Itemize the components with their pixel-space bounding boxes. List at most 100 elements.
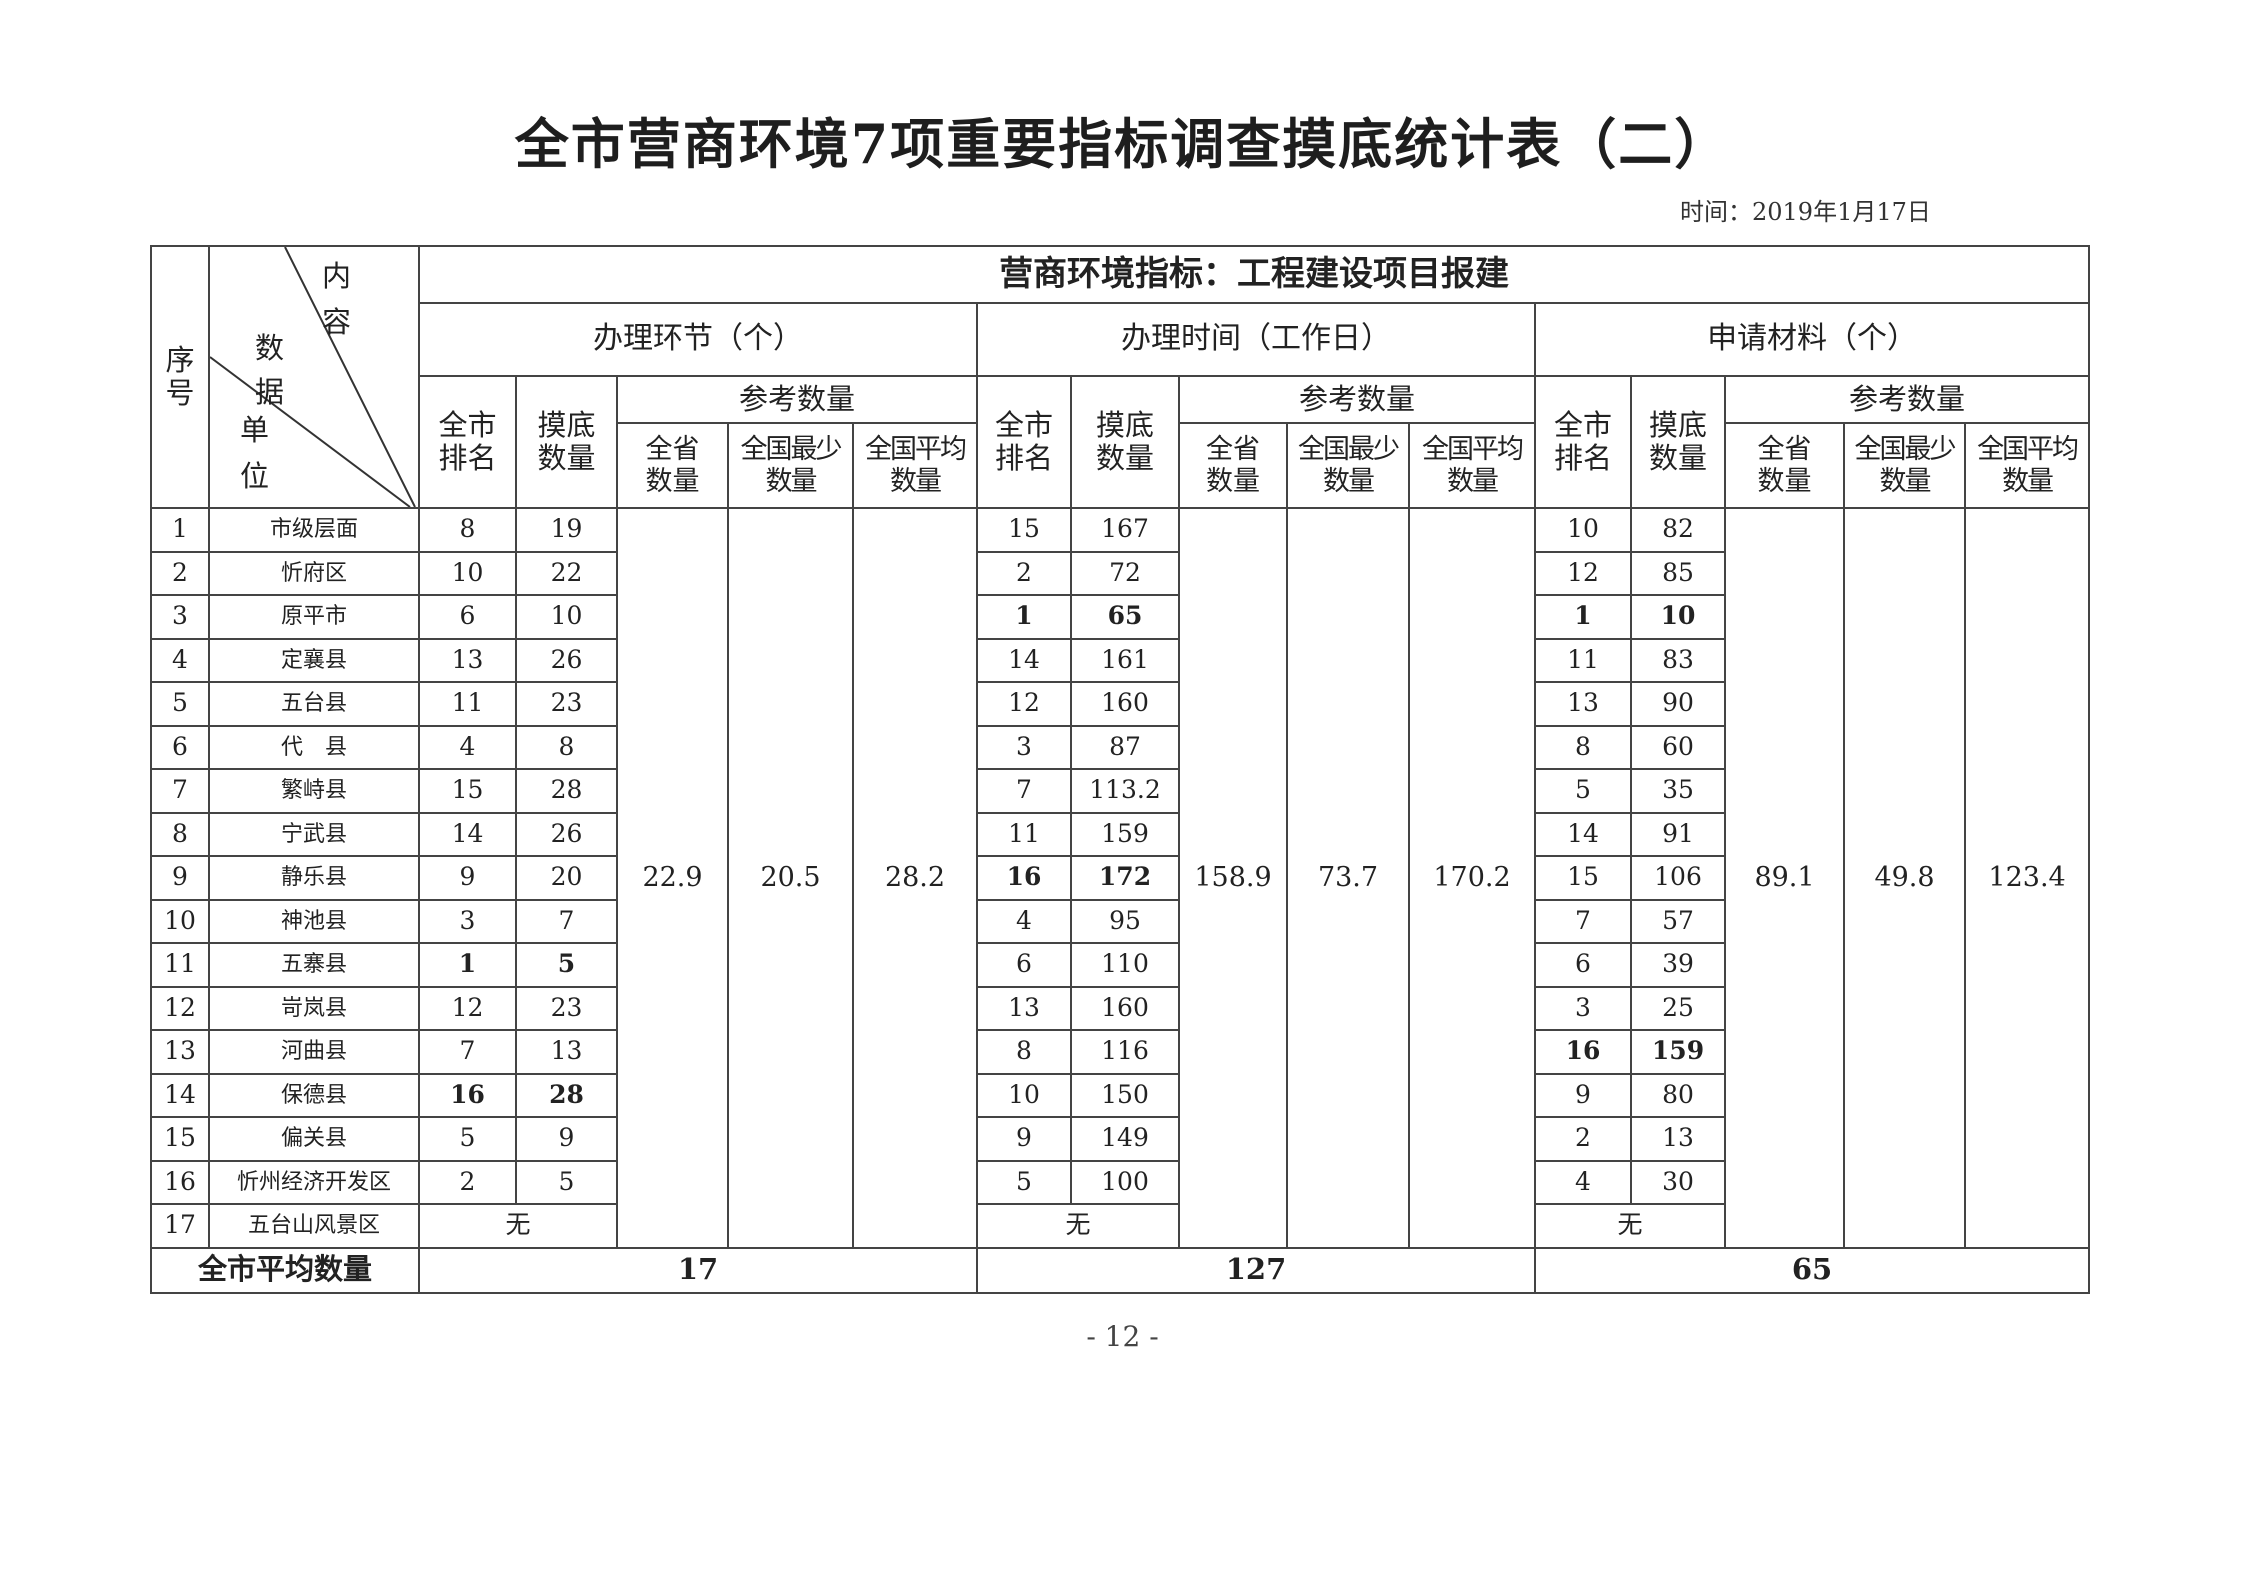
unit-cell: 忻府区 xyxy=(208,550,420,596)
nation_avg-header: 全国平均数量 xyxy=(1408,422,1536,509)
survey-cell: 83 xyxy=(1630,637,1726,683)
seq-cell: 9 xyxy=(150,855,210,901)
nation_avg-header: 全国平均数量 xyxy=(852,422,978,509)
seq-cell: 3 xyxy=(150,594,210,640)
province-header-label: 全省数量 xyxy=(645,434,700,497)
rank-cell: 8 xyxy=(976,1029,1072,1075)
reference-nation_min-cell: 20.5 xyxy=(727,507,854,1249)
table-row: 11 五寨县 1 5 6 110 6 39 xyxy=(150,942,2089,988)
unit-cell: 宁武县 xyxy=(208,811,420,857)
rank-cell: 16 xyxy=(1534,1029,1632,1075)
rank-cell: 13 xyxy=(1534,681,1632,727)
seq-cell: 13 xyxy=(150,1029,210,1075)
nation_min-header: 全国最少数量 xyxy=(1286,422,1410,509)
seq-cell: 2 xyxy=(150,550,210,596)
survey-header-label: 摸底数量 xyxy=(1648,407,1707,475)
indicator-header: 营商环境指标：工程建设项目报建 xyxy=(417,245,2091,304)
rank-cell: 7 xyxy=(976,768,1072,814)
rank-header-label: 全市排名 xyxy=(1553,407,1612,475)
unit-cell: 原平市 xyxy=(208,594,420,640)
unit-cell: 河曲县 xyxy=(208,1029,420,1075)
rank-cell: 2 xyxy=(976,550,1072,596)
survey-header-label: 摸底数量 xyxy=(1095,407,1154,475)
nation_min-header-label: 全国最少数量 xyxy=(1854,434,1957,497)
survey-cell: 23 xyxy=(515,985,618,1031)
rank-cell: 4 xyxy=(1534,1159,1632,1205)
survey-cell: 35 xyxy=(1630,768,1726,814)
rank-cell: 3 xyxy=(418,898,517,944)
nation_min-header: 全国最少数量 xyxy=(1843,422,1966,509)
province-header-label: 全省数量 xyxy=(1757,434,1812,497)
survey-header: 摸底数量 xyxy=(1070,375,1180,509)
rank-cell: 15 xyxy=(418,768,517,814)
rank-cell: 12 xyxy=(976,681,1072,727)
survey-header: 摸底数量 xyxy=(515,375,618,509)
rank-cell: 2 xyxy=(418,1159,517,1205)
nation_avg-header-label: 全国平均数量 xyxy=(865,434,967,497)
survey-cell: 8 xyxy=(515,724,618,770)
rank-cell: 8 xyxy=(1534,724,1632,770)
survey-cell: 80 xyxy=(1630,1072,1726,1118)
diagonal-lines xyxy=(210,247,416,507)
table-row: 8 宁武县 14 26 11 159 14 91 xyxy=(150,811,2089,857)
unit-cell: 代 县 xyxy=(208,724,420,770)
survey-header: 摸底数量 xyxy=(1630,375,1726,509)
date-label: 时间：2019年1月17日 xyxy=(1680,198,1931,226)
table-row: 16 忻州经济开发区 2 5 5 100 4 30 xyxy=(150,1159,2089,1205)
unit-cell: 偏关县 xyxy=(208,1116,420,1162)
province-header-label: 全省数量 xyxy=(1205,434,1260,497)
survey-cell: 28 xyxy=(515,1072,618,1118)
survey-cell: 5 xyxy=(515,1159,618,1205)
survey-header-label: 摸底数量 xyxy=(537,407,596,475)
unit-cell: 保德县 xyxy=(208,1072,420,1118)
seq-cell: 10 xyxy=(150,898,210,944)
seq-cell: 7 xyxy=(150,768,210,814)
rank-cell: 11 xyxy=(418,681,517,727)
survey-cell: 23 xyxy=(515,681,618,727)
rank-cell: 10 xyxy=(976,1072,1072,1118)
survey-cell: 72 xyxy=(1070,550,1180,596)
seq-cell: 15 xyxy=(150,1116,210,1162)
survey-cell: 116 xyxy=(1070,1029,1180,1075)
table-row: 9 静乐县 9 20 16 172 15 106 xyxy=(150,855,2089,901)
survey-cell: 91 xyxy=(1630,811,1726,857)
rank-cell: 13 xyxy=(418,637,517,683)
rank-cell: 16 xyxy=(418,1072,517,1118)
reference-header: 参考数量 xyxy=(1178,375,1536,424)
rank-cell: 3 xyxy=(1534,985,1632,1031)
rank-cell: 6 xyxy=(1534,942,1632,988)
table-row: 7 繁峙县 15 28 7 113.2 5 35 xyxy=(150,768,2089,814)
table-row: 17 五台山风景区无无无 xyxy=(150,1203,2089,1249)
table-row: 14 保德县 16 28 10 150 9 80 xyxy=(150,1072,2089,1118)
unit-cell: 五台山风景区 xyxy=(208,1203,420,1249)
unit-cell: 市级层面 xyxy=(208,507,420,553)
survey-cell: 110 xyxy=(1070,942,1180,988)
corner-unit: 单位 xyxy=(240,413,270,494)
survey-cell: 22 xyxy=(515,550,618,596)
survey-cell: 172 xyxy=(1070,855,1180,901)
survey-cell: 159 xyxy=(1070,811,1180,857)
rank-cell: 11 xyxy=(976,811,1072,857)
average-value: 65 xyxy=(1533,1246,2091,1294)
survey-cell: 20 xyxy=(515,855,618,901)
survey-cell: 149 xyxy=(1070,1116,1180,1162)
survey-cell: 25 xyxy=(1630,985,1726,1031)
rank-cell: 1 xyxy=(1534,594,1632,640)
rank-header: 全市排名 xyxy=(976,375,1072,509)
rank-cell: 14 xyxy=(418,811,517,857)
nation_min-header-label: 全国最少数量 xyxy=(740,434,843,497)
nation_avg-header-label: 全国平均数量 xyxy=(1422,434,1524,497)
table-row: 15 偏关县 5 9 9 149 2 13 xyxy=(150,1116,2089,1162)
none-cell: 无 xyxy=(418,1203,618,1249)
header-corner: 内容 数据 单位 xyxy=(208,245,420,509)
reference-header: 参考数量 xyxy=(1723,375,2091,424)
survey-cell: 82 xyxy=(1630,507,1726,553)
survey-cell: 159 xyxy=(1630,1029,1726,1075)
province-header: 全省数量 xyxy=(1724,422,1845,509)
survey-cell: 150 xyxy=(1070,1072,1180,1118)
unit-cell: 静乐县 xyxy=(208,855,420,901)
section-header: 办理环节（个） xyxy=(418,302,978,377)
rank-cell: 15 xyxy=(1534,855,1632,901)
seq-cell: 4 xyxy=(150,637,210,683)
